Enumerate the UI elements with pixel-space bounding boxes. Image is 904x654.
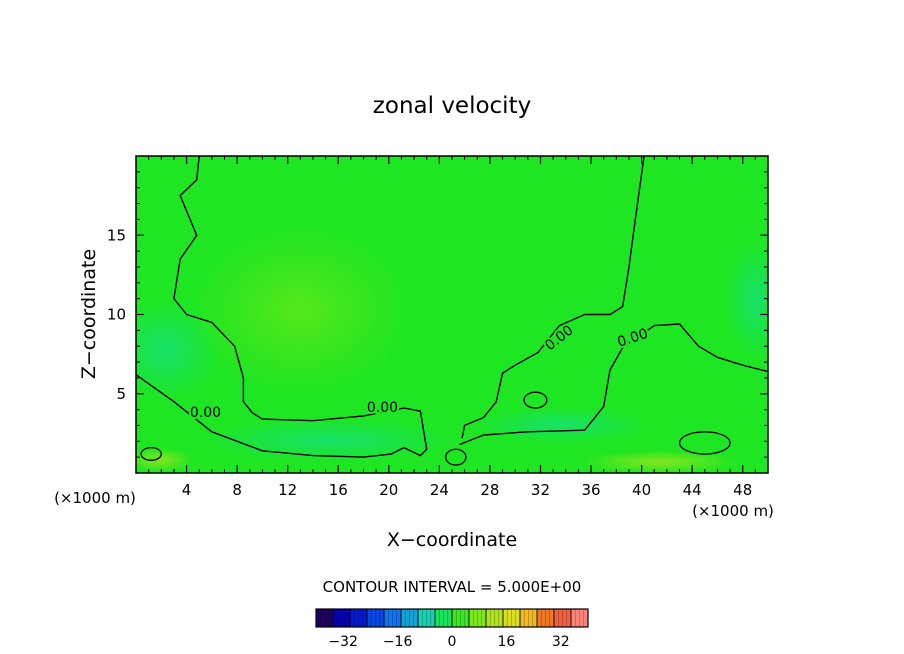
x-tick-label-12: 12 <box>278 481 297 499</box>
contour-interval-note: CONTOUR INTERVAL = 5.000E+00 <box>323 578 582 596</box>
colorbar-tick-label-0: 0 <box>448 634 457 650</box>
colorbar-cell-25 <box>537 609 555 627</box>
colorbar-tick-label-32: 32 <box>552 634 570 650</box>
x-tick-label-20: 20 <box>379 481 398 499</box>
x-unit-left: (×1000 m) <box>54 489 136 507</box>
y-axis: 5 10 15 <box>107 171 768 458</box>
field-shade-core <box>190 225 410 395</box>
colorbar-cell-10 <box>486 609 504 627</box>
y-axis-label: Z−coordinate <box>78 249 100 379</box>
zero-contours <box>136 156 768 466</box>
x-tick-label-36: 36 <box>581 481 600 499</box>
colorbar-cell-30 <box>554 609 572 627</box>
x-tick-label-8: 8 <box>232 481 242 499</box>
colorbar-cell-15 <box>503 609 521 627</box>
field-shading <box>136 225 768 473</box>
chart-title: zonal velocity <box>373 93 531 119</box>
colorbar: −32 −16 0 16 32 <box>315 608 589 650</box>
colorbar-cell--25 <box>367 609 385 627</box>
plot-area: 0.00 0.000.00 0.00 <box>135 155 769 474</box>
x-axis: 4 8 12 16 20 24 28 32 36 40 44 48 <box>148 156 756 499</box>
x-tick-label-40: 40 <box>632 481 651 499</box>
zero-loop-31-5 <box>523 391 548 409</box>
x-tick-label-48: 48 <box>733 481 752 499</box>
field-shade-corner-warm <box>136 448 195 472</box>
colorbar-tick-label--32: −32 <box>328 634 358 650</box>
x-tick-label-32: 32 <box>531 481 550 499</box>
colorbar-cell--30 <box>350 609 368 627</box>
x-tick-label-16: 16 <box>329 481 348 499</box>
y-tick-label-15: 15 <box>107 226 126 244</box>
colorbar-cell-20 <box>520 609 538 627</box>
x-unit-right: (×1000 m) <box>692 502 774 520</box>
zero-loop-25-1 <box>445 448 467 466</box>
x-tick-label-4: 4 <box>182 481 192 499</box>
x-tick-label-24: 24 <box>430 481 449 499</box>
y-tick-label-5: 5 <box>116 385 126 403</box>
x-tick-label-44: 44 <box>683 481 702 499</box>
field-shade-right-edge <box>725 240 768 360</box>
colorbar-cell--40 <box>316 609 334 627</box>
field-shade-left-cool <box>136 300 220 400</box>
colorbar-cell--5 <box>435 609 453 627</box>
x-axis-label: X−coordinate <box>387 529 517 551</box>
colorbar-cell--10 <box>418 609 436 627</box>
contour-label-1: 0.00 <box>190 405 221 421</box>
colorbar-cell--15 <box>401 609 419 627</box>
contour-label-2: 0.00 <box>367 400 398 416</box>
field-shade-bottom-warm <box>580 450 740 473</box>
colorbar-frame <box>315 608 589 628</box>
right-zero-line <box>461 156 645 439</box>
colorbar-cell--20 <box>384 609 402 627</box>
field-shade-right-cool <box>470 407 650 443</box>
colorbar-cell-35 <box>571 609 589 627</box>
colorbar-cell--35 <box>333 609 351 627</box>
colorbar-cell-5 <box>469 609 487 627</box>
colorbar-cell-0 <box>452 609 470 627</box>
colorbar-tick-label-16: 16 <box>497 634 515 650</box>
colorbar-tick-label--16: −16 <box>383 634 413 650</box>
x-tick-label-28: 28 <box>480 481 499 499</box>
zero-loop-1-1 <box>140 446 162 461</box>
right-lower-zero-line <box>459 323 768 446</box>
y-tick-label-10: 10 <box>107 306 126 324</box>
left-zero-line <box>136 156 428 458</box>
zero-loop-44-2 <box>678 431 731 455</box>
